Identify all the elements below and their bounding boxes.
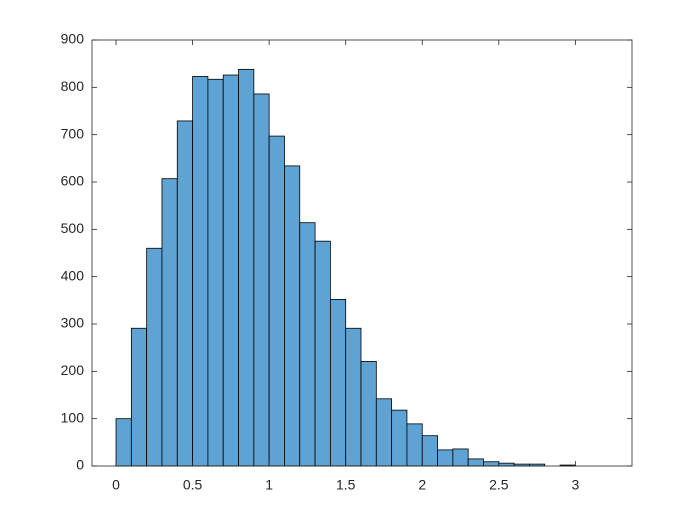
x-tick-label: 2.5: [489, 477, 509, 493]
bar: [452, 448, 469, 467]
axes-box: [91, 39, 633, 467]
y-tick-label: 200: [61, 362, 85, 378]
bar: [222, 74, 239, 467]
bar: [207, 78, 224, 467]
y-tick-label: 500: [61, 220, 85, 236]
x-tick-label: 3: [571, 477, 579, 493]
bar: [238, 68, 255, 467]
y-tick-label: 0: [76, 457, 84, 473]
y-tick-label: 900: [61, 31, 85, 47]
bar: [391, 409, 408, 467]
bar: [345, 327, 362, 467]
bar: [146, 247, 163, 467]
x-tick-label: 2: [418, 477, 426, 493]
bar: [314, 240, 331, 467]
bar: [161, 178, 178, 467]
x-tick-label: 0.5: [183, 477, 203, 493]
bar: [360, 360, 377, 467]
y-tick-label: 400: [61, 267, 85, 283]
bar: [467, 458, 484, 467]
bar: [421, 435, 438, 467]
bar: [253, 93, 270, 467]
bar: [498, 462, 515, 467]
bar: [192, 76, 209, 467]
bar: [375, 398, 393, 467]
bar: [406, 423, 423, 467]
bar: [437, 449, 454, 467]
x-tick-label: 1.5: [336, 477, 356, 493]
bar: [284, 165, 301, 467]
y-tick-label: 800: [61, 78, 85, 94]
y-tick-label: 300: [61, 315, 85, 331]
x-tick-label: 0: [112, 477, 120, 493]
y-tick-label: 700: [61, 125, 85, 141]
bar: [299, 222, 316, 467]
bar: [268, 135, 285, 467]
x-tick-label: 1: [265, 477, 273, 493]
bar: [115, 418, 132, 467]
y-tick-label: 600: [61, 173, 85, 189]
bar: [329, 298, 347, 467]
bar: [483, 461, 500, 467]
bar: [130, 327, 148, 467]
bar: [176, 120, 193, 467]
y-tick-label: 100: [61, 409, 85, 425]
